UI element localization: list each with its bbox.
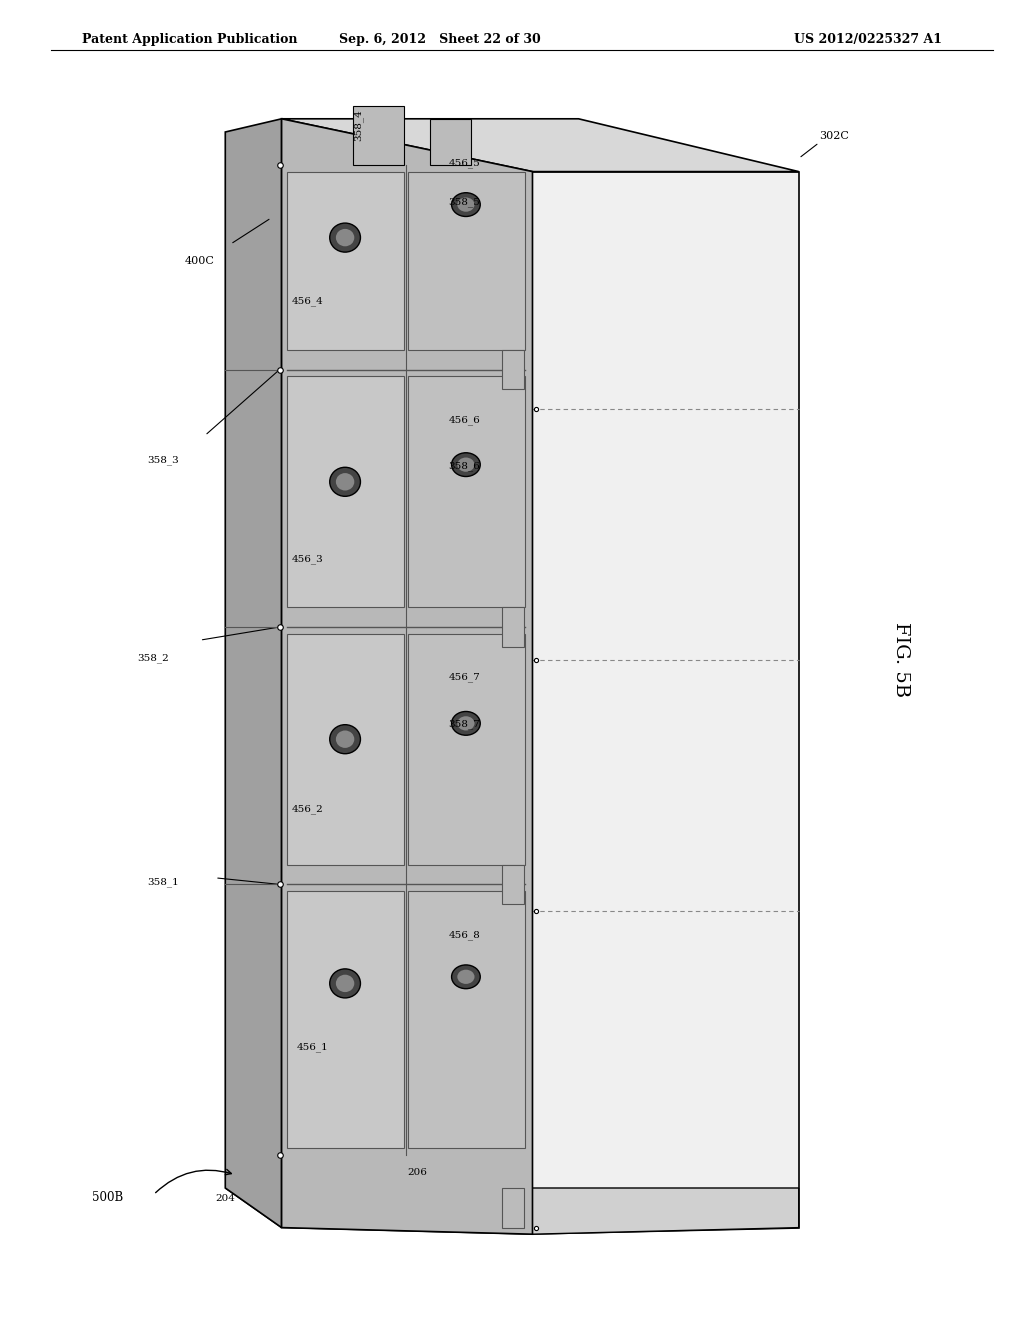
Polygon shape xyxy=(532,172,799,1234)
Polygon shape xyxy=(408,891,525,1148)
Ellipse shape xyxy=(336,974,354,993)
Ellipse shape xyxy=(330,467,360,496)
Polygon shape xyxy=(408,172,525,350)
Text: 358_4: 358_4 xyxy=(353,110,362,141)
Text: 456_8: 456_8 xyxy=(449,931,480,940)
Polygon shape xyxy=(282,119,799,172)
Text: 456_1: 456_1 xyxy=(297,1043,329,1052)
Text: US 2012/0225327 A1: US 2012/0225327 A1 xyxy=(794,33,942,46)
Polygon shape xyxy=(430,119,471,165)
Text: 302C: 302C xyxy=(819,131,849,141)
Polygon shape xyxy=(287,634,404,865)
Polygon shape xyxy=(287,891,404,1148)
Text: FIG. 5B: FIG. 5B xyxy=(892,623,910,697)
Polygon shape xyxy=(502,1188,524,1228)
Text: 456_5: 456_5 xyxy=(449,158,480,168)
Ellipse shape xyxy=(458,970,474,983)
Ellipse shape xyxy=(330,223,360,252)
Text: 206: 206 xyxy=(408,1168,427,1177)
Ellipse shape xyxy=(336,473,354,491)
Ellipse shape xyxy=(336,228,354,247)
Polygon shape xyxy=(353,106,404,165)
Polygon shape xyxy=(502,350,524,389)
Polygon shape xyxy=(225,1188,799,1234)
Polygon shape xyxy=(287,172,404,350)
Text: 400C: 400C xyxy=(184,256,214,267)
Text: 358_5: 358_5 xyxy=(449,198,480,207)
Polygon shape xyxy=(408,634,525,865)
Text: 456_4: 456_4 xyxy=(292,297,324,306)
Ellipse shape xyxy=(330,969,360,998)
Text: 204: 204 xyxy=(215,1195,234,1204)
Text: 358_6: 358_6 xyxy=(449,462,480,471)
Text: 456_7: 456_7 xyxy=(449,673,480,682)
Ellipse shape xyxy=(330,725,360,754)
Text: 358_1: 358_1 xyxy=(147,878,179,887)
Text: 456_3: 456_3 xyxy=(292,554,324,564)
Text: Sep. 6, 2012   Sheet 22 of 30: Sep. 6, 2012 Sheet 22 of 30 xyxy=(339,33,542,46)
Ellipse shape xyxy=(458,198,474,211)
Ellipse shape xyxy=(452,193,480,216)
Polygon shape xyxy=(408,376,525,607)
Ellipse shape xyxy=(452,453,480,477)
Polygon shape xyxy=(287,376,404,607)
Ellipse shape xyxy=(336,730,354,748)
Text: 358_3: 358_3 xyxy=(147,455,179,465)
Ellipse shape xyxy=(458,458,474,471)
Polygon shape xyxy=(502,865,524,904)
Text: 500B: 500B xyxy=(92,1191,124,1204)
Ellipse shape xyxy=(458,717,474,730)
Polygon shape xyxy=(282,119,532,1234)
Polygon shape xyxy=(502,607,524,647)
Text: 456_6: 456_6 xyxy=(449,416,480,425)
Ellipse shape xyxy=(452,711,480,735)
Text: 358_2: 358_2 xyxy=(137,653,169,663)
Polygon shape xyxy=(225,119,282,1228)
Text: 358_7: 358_7 xyxy=(449,719,480,729)
Text: 456_2: 456_2 xyxy=(292,805,324,814)
Text: Patent Application Publication: Patent Application Publication xyxy=(82,33,297,46)
Ellipse shape xyxy=(452,965,480,989)
